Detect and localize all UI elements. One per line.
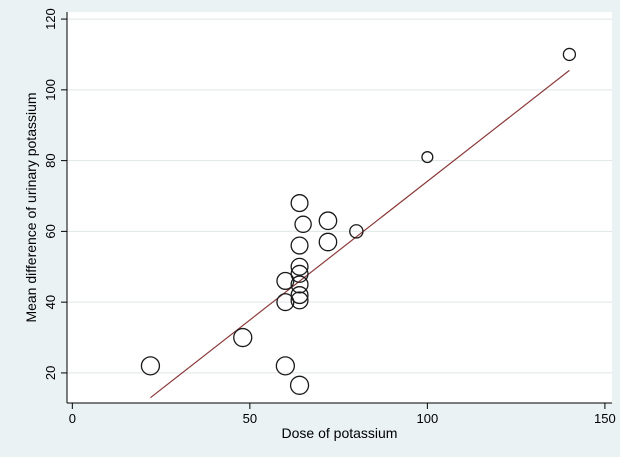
x-axis-title: Dose of potassium — [282, 425, 398, 441]
data-point — [318, 211, 338, 231]
data-point — [290, 291, 309, 310]
data-point — [421, 151, 434, 164]
y-tick-label: 40 — [43, 295, 58, 309]
grid-lines — [67, 18, 612, 374]
y-tick-label: 120 — [43, 8, 58, 30]
y-tick-label: 20 — [43, 366, 58, 380]
data-point — [140, 356, 161, 376]
x-tick-label: 50 — [243, 411, 257, 426]
y-tick-label: 80 — [43, 153, 58, 167]
data-point — [290, 257, 309, 276]
y-tick-label: 100 — [43, 79, 58, 101]
data-point — [290, 286, 309, 305]
data-point — [233, 327, 253, 348]
x-tick-label: 150 — [594, 411, 616, 426]
fit-line-layer — [150, 69, 570, 399]
data-point — [276, 293, 295, 312]
y-axis-title: Mean difference of urinary potassium — [23, 92, 39, 322]
data-point — [290, 264, 309, 283]
data-point — [318, 232, 338, 252]
data-point — [290, 236, 309, 255]
fitted-regression-line — [150, 69, 570, 399]
data-point — [290, 275, 309, 294]
plot-area — [67, 12, 612, 403]
data-point — [349, 224, 364, 239]
y-tick-label: 60 — [43, 224, 58, 238]
data-point — [562, 47, 577, 62]
data-point — [275, 356, 296, 376]
data-points — [140, 47, 577, 395]
axes — [61, 12, 612, 409]
x-tick-label: 0 — [69, 411, 76, 426]
x-tick-label: 100 — [417, 411, 439, 426]
data-point — [276, 271, 295, 290]
data-point — [290, 194, 309, 213]
data-point — [289, 375, 310, 395]
tick-labels: 0 50 100 150 20 40 60 80 100 120 — [43, 8, 616, 426]
data-point — [294, 215, 312, 234]
